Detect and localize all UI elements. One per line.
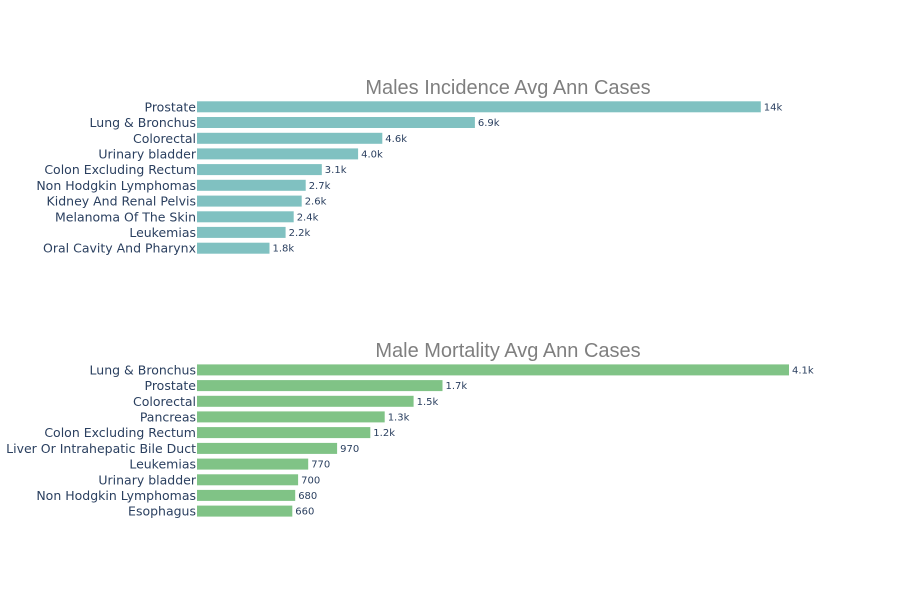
mortality-value-label: 660 xyxy=(295,507,314,518)
mortality-category-label: Esophagus xyxy=(128,504,196,519)
incidence-category-label: Melanoma Of The Skin xyxy=(55,209,196,224)
incidence-value-label: 2.7k xyxy=(309,181,331,192)
incidence-value-label: 1.8k xyxy=(273,244,295,255)
incidence-category-label: Prostate xyxy=(145,99,197,114)
mortality-category-label: Colorectal xyxy=(133,394,196,409)
mortality-category-label: Lung & Bronchus xyxy=(90,362,196,377)
mortality-chart: Male Mortality Avg Ann Cases Lung & Bron… xyxy=(6,340,814,519)
incidence-value-label: 4.6k xyxy=(385,134,407,145)
incidence-bar[interactable] xyxy=(197,164,322,176)
incidence-category-label: Colorectal xyxy=(133,131,196,146)
incidence-value-label: 2.4k xyxy=(297,212,319,223)
mortality-bar[interactable] xyxy=(197,364,789,376)
mortality-value-label: 700 xyxy=(301,475,320,486)
incidence-value-label: 2.6k xyxy=(305,197,327,208)
mortality-category-label: Prostate xyxy=(145,378,197,393)
mortality-category-label: Urinary bladder xyxy=(98,472,196,487)
mortality-value-label: 970 xyxy=(340,444,359,455)
incidence-category-label: Kidney And Renal Pelvis xyxy=(47,194,196,209)
mortality-bar[interactable] xyxy=(197,458,309,470)
mortality-bar[interactable] xyxy=(197,474,299,486)
mortality-value-label: 680 xyxy=(298,491,317,502)
incidence-category-label: Lung & Bronchus xyxy=(90,115,196,130)
incidence-category-label: Colon Excluding Rectum xyxy=(44,162,196,177)
mortality-bar[interactable] xyxy=(197,380,443,392)
mortality-category-label: Leukemias xyxy=(129,457,196,472)
incidence-value-label: 6.9k xyxy=(478,118,500,129)
incidence-bar[interactable] xyxy=(197,179,306,191)
mortality-category-label: Pancreas xyxy=(140,409,196,424)
incidence-value-label: 2.2k xyxy=(289,228,311,239)
mortality-value-label: 1.2k xyxy=(373,428,395,439)
incidence-bar[interactable] xyxy=(197,226,286,238)
mortality-value-label: 1.7k xyxy=(446,381,468,392)
mortality-bars: Lung & Bronchus 4.1k Prostate 1.7k Colorecta… xyxy=(6,362,814,518)
mortality-bar[interactable] xyxy=(197,442,338,454)
incidence-chart-title: Males Incidence Avg Ann Cases xyxy=(365,77,650,99)
mortality-category-label: Non Hodgkin Lymphomas xyxy=(36,488,196,503)
mortality-bar[interactable] xyxy=(197,411,385,423)
incidence-value-label: 4.0k xyxy=(361,149,383,160)
mortality-bar[interactable] xyxy=(197,427,371,439)
incidence-value-label: 3.1k xyxy=(325,165,347,176)
incidence-bar[interactable] xyxy=(197,211,294,223)
incidence-bar[interactable] xyxy=(197,148,359,160)
incidence-value-label: 14k xyxy=(764,102,783,113)
mortality-chart-title: Male Mortality Avg Ann Cases xyxy=(375,340,640,362)
mortality-value-label: 770 xyxy=(311,460,330,471)
incidence-category-label: Leukemias xyxy=(129,225,196,240)
incidence-category-label: Urinary bladder xyxy=(98,146,196,161)
incidence-bar[interactable] xyxy=(197,117,475,128)
mortality-bar[interactable] xyxy=(197,505,293,517)
mortality-value-label: 1.3k xyxy=(388,412,410,423)
incidence-chart: Males Incidence Avg Ann Cases Prostate 14… xyxy=(36,77,782,256)
mortality-category-label: Colon Excluding Rectum xyxy=(44,425,196,440)
incidence-bar[interactable] xyxy=(197,132,383,144)
mortality-bar[interactable] xyxy=(197,395,414,407)
mortality-category-label: Liver Or Intrahepatic Bile Duct xyxy=(6,441,196,456)
mortality-value-label: 4.1k xyxy=(792,365,814,376)
incidence-bar[interactable] xyxy=(197,242,270,254)
incidence-bars: Prostate 14k Lung & Bronchus 6.9k Colorectal… xyxy=(36,99,782,255)
incidence-bar[interactable] xyxy=(197,195,302,207)
incidence-category-label: Non Hodgkin Lymphomas xyxy=(36,178,196,193)
incidence-bar[interactable] xyxy=(197,101,761,113)
mortality-value-label: 1.5k xyxy=(417,397,439,408)
mortality-bar[interactable] xyxy=(197,489,296,501)
incidence-category-label: Oral Cavity And Pharynx xyxy=(43,241,196,256)
